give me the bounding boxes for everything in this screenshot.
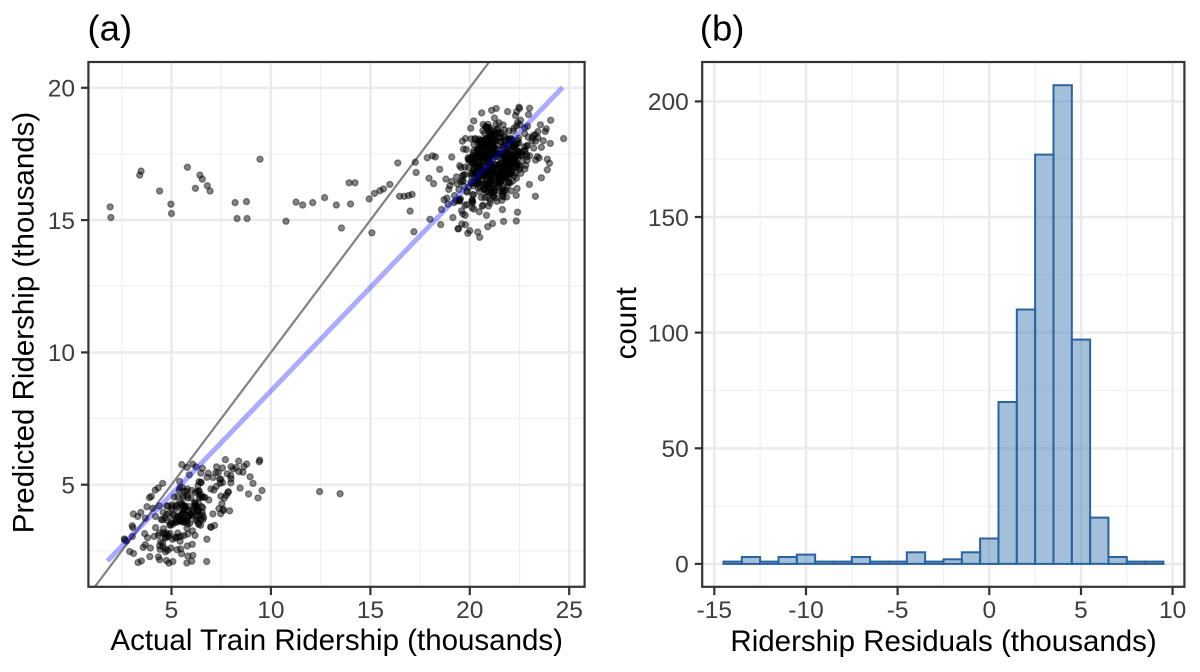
svg-text:0: 0 (982, 597, 996, 624)
svg-text:(a): (a) (88, 8, 133, 49)
svg-text:count: count (610, 287, 643, 359)
svg-text:Actual Train Ridership (thousa: Actual Train Ridership (thousands) (110, 624, 563, 657)
svg-text:20: 20 (48, 76, 75, 103)
svg-text:150: 150 (648, 205, 689, 232)
svg-text:100: 100 (648, 320, 689, 347)
svg-text:Ridership Residuals (thousands: Ridership Residuals (thousands) (730, 625, 1156, 658)
svg-text:50: 50 (662, 436, 689, 463)
svg-text:-10: -10 (788, 597, 823, 624)
svg-text:-5: -5 (887, 597, 909, 624)
svg-text:-15: -15 (697, 597, 732, 624)
svg-text:25: 25 (556, 597, 583, 624)
svg-text:20: 20 (456, 597, 483, 624)
svg-text:10: 10 (257, 597, 284, 624)
svg-text:(b): (b) (700, 8, 745, 49)
svg-text:5: 5 (61, 473, 75, 500)
svg-text:10: 10 (1159, 597, 1186, 624)
svg-text:5: 5 (165, 597, 179, 624)
svg-text:0: 0 (675, 552, 689, 579)
svg-text:5: 5 (1074, 597, 1088, 624)
svg-text:10: 10 (48, 340, 75, 367)
svg-text:Predicted Ridership (thousands: Predicted Ridership (thousands) (8, 112, 41, 533)
svg-text:200: 200 (648, 89, 689, 116)
svg-text:15: 15 (357, 597, 384, 624)
svg-text:15: 15 (48, 208, 75, 235)
